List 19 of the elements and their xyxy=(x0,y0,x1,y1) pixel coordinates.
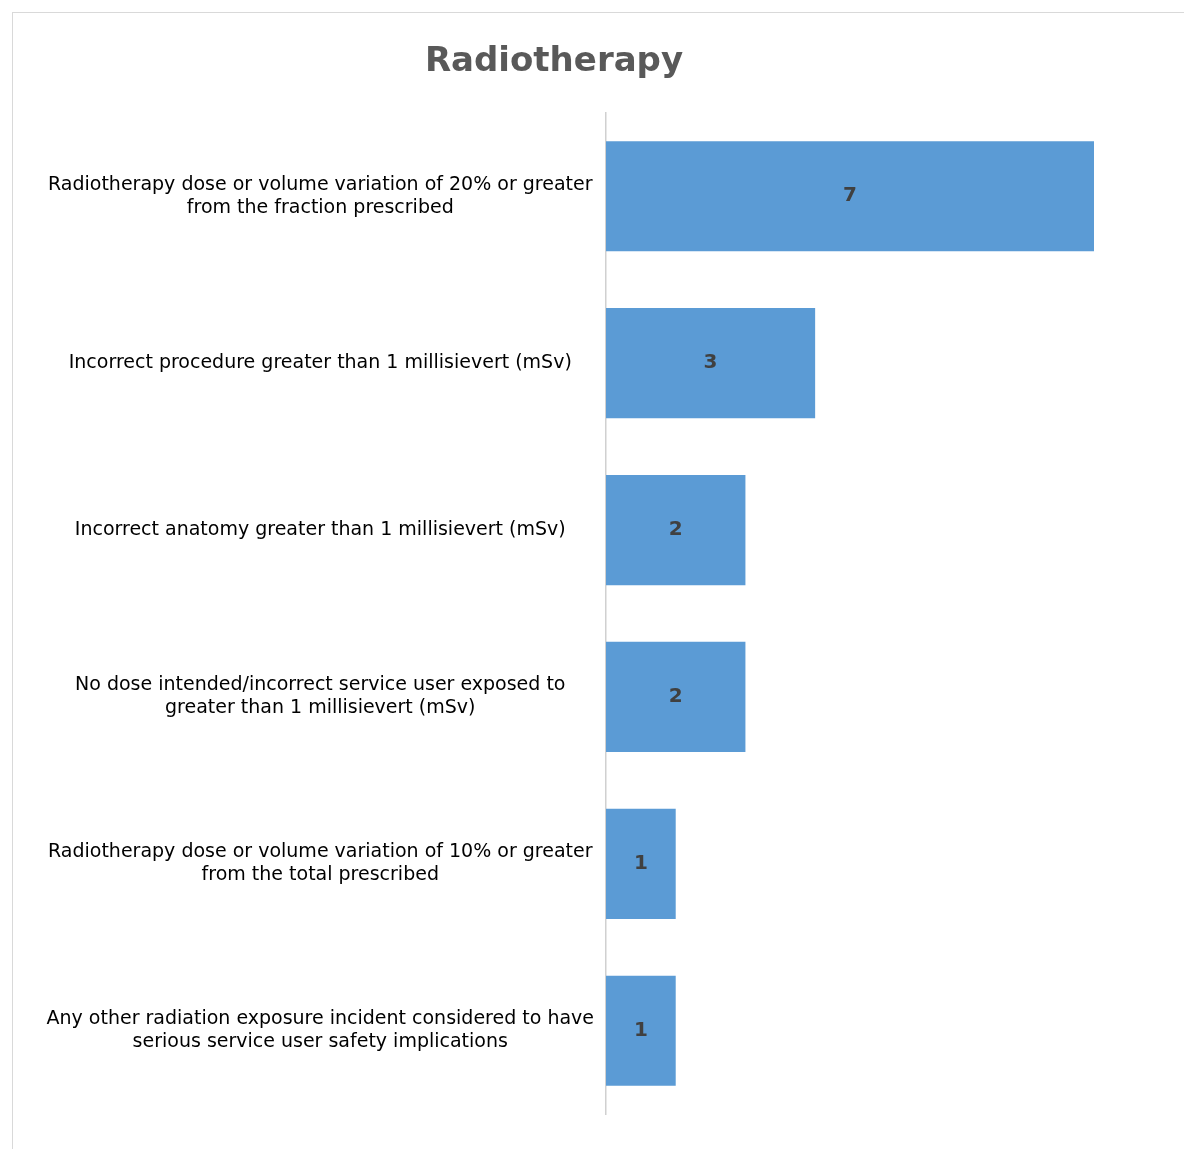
bar xyxy=(606,474,746,586)
y-tick-label: No dose intended/incorrect service user exposed to greater than 1 millisievert (mSv) xyxy=(75,672,566,718)
data-label: 2 xyxy=(668,683,683,708)
bar xyxy=(606,308,816,419)
bar xyxy=(606,808,676,919)
data-label: 1 xyxy=(633,850,648,875)
bar xyxy=(606,975,676,1086)
y-tick-label: Radiotherapy dose or volume variation of 10% or greater from the total prescribed xyxy=(48,839,593,885)
y-tick-label: Incorrect procedure greater than 1 millisievert (mSv) xyxy=(68,350,572,373)
y-tick-label: Incorrect anatomy greater than 1 millisievert (mSv) xyxy=(74,516,566,539)
bar xyxy=(606,141,1094,252)
bar xyxy=(606,641,746,753)
y-tick-label: Radiotherapy dose or volume variation of 20% or greater from the fraction prescribed xyxy=(48,171,593,217)
data-label: 2 xyxy=(668,516,683,541)
y-tick-label: Any other radiation exposure incident considered to have serious service user safety implications xyxy=(46,1006,594,1052)
data-label: 7 xyxy=(843,182,857,207)
data-label: 3 xyxy=(703,349,718,374)
chart-title: Radiotherapy xyxy=(424,39,684,80)
data-label: 1 xyxy=(633,1016,648,1041)
